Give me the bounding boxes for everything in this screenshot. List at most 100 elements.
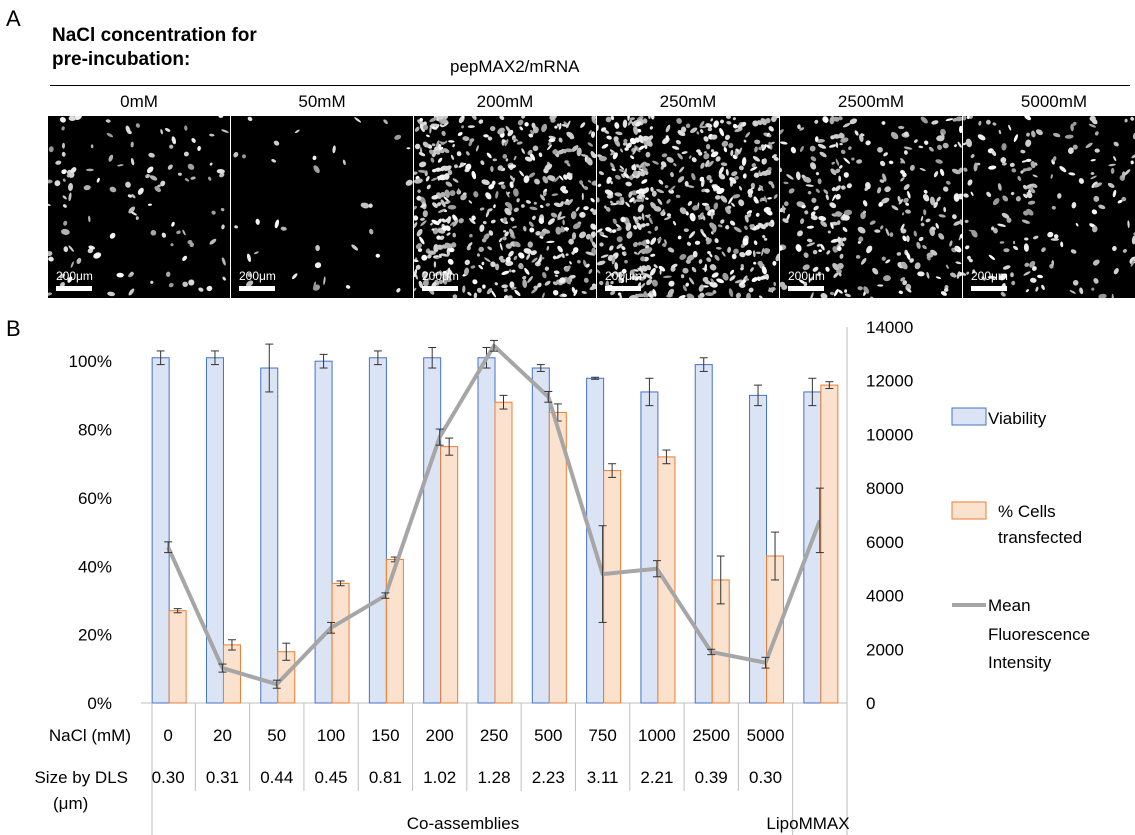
cell [816, 243, 821, 247]
cell [171, 221, 175, 227]
cell [902, 280, 908, 286]
cell [487, 246, 493, 251]
cell [935, 159, 943, 164]
cell [332, 145, 336, 154]
cell [879, 179, 885, 183]
cell [809, 145, 816, 152]
cell [588, 269, 593, 274]
cell [1025, 183, 1034, 189]
cell [530, 129, 535, 135]
cell [62, 178, 66, 182]
cell [682, 267, 689, 274]
cell [494, 282, 498, 286]
cell [668, 280, 675, 287]
cell [964, 245, 970, 250]
cell [471, 170, 477, 180]
cell [679, 166, 685, 173]
cell [467, 291, 472, 296]
cell [442, 277, 448, 285]
cell [571, 232, 577, 240]
cell [611, 168, 616, 172]
cell [527, 276, 533, 283]
cell [369, 228, 374, 235]
cell [1052, 156, 1057, 162]
cell [1035, 286, 1039, 292]
cell [644, 144, 648, 149]
cell [727, 246, 732, 253]
cell [711, 134, 718, 140]
cell [541, 123, 548, 133]
cell [964, 219, 969, 224]
cell [1009, 162, 1015, 168]
cell [1093, 195, 1100, 202]
cell [855, 254, 861, 259]
cell [63, 246, 69, 253]
cell [790, 146, 797, 154]
cell [88, 215, 91, 223]
cell [538, 152, 543, 158]
cell [713, 120, 719, 128]
cell [1071, 202, 1077, 209]
cell [448, 140, 455, 143]
cell [597, 228, 603, 233]
cell [891, 205, 899, 211]
transfected-bar [820, 384, 839, 704]
cell [315, 245, 320, 251]
cell [508, 250, 514, 257]
cell [707, 127, 713, 132]
cell [1107, 182, 1115, 188]
cell [822, 116, 829, 123]
cell [1124, 118, 1128, 123]
cell [809, 276, 814, 282]
cell [842, 227, 848, 232]
cell [431, 195, 439, 200]
cell [701, 231, 707, 238]
cell [586, 157, 593, 166]
cell [184, 125, 188, 131]
cell [135, 123, 140, 128]
cell [419, 117, 423, 122]
cell [768, 181, 774, 185]
cell [830, 222, 834, 230]
viability-bar [586, 377, 605, 704]
cell [583, 277, 589, 283]
cell [954, 246, 959, 250]
cell [838, 116, 843, 121]
cell [218, 116, 224, 118]
cell [896, 252, 902, 256]
cell [711, 185, 721, 191]
cell [837, 236, 841, 244]
cell [645, 197, 649, 200]
cell [576, 147, 582, 157]
cell [622, 119, 628, 128]
cell [533, 201, 537, 205]
table-row2-label: Size by DLS [34, 768, 128, 787]
cell [522, 275, 527, 280]
cell [473, 292, 478, 298]
cell [879, 160, 886, 167]
cell [61, 151, 66, 157]
cell [715, 156, 721, 162]
cell [443, 196, 450, 202]
cell [1035, 129, 1043, 136]
cell [1002, 265, 1011, 270]
panel-a-heading-line2: pre-incubation: [52, 49, 191, 70]
cell [566, 162, 571, 167]
cell [843, 209, 853, 216]
cell [857, 226, 866, 234]
table-size-value: 2.21 [640, 768, 673, 787]
cell [735, 292, 741, 298]
cell [644, 187, 650, 193]
cell [647, 292, 654, 298]
cell [715, 246, 722, 250]
cell [48, 203, 51, 207]
cell [972, 269, 976, 274]
cell [640, 223, 646, 228]
cell [721, 140, 729, 147]
cell [653, 264, 658, 269]
cell [1027, 200, 1036, 205]
cell [883, 275, 891, 282]
cell [988, 254, 996, 261]
cell [851, 157, 855, 161]
cell [885, 259, 891, 264]
